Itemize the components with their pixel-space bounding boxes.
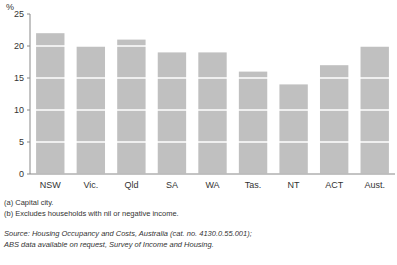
x-tick-label: NSW — [40, 180, 62, 190]
x-tick-label: Qld — [124, 180, 138, 190]
y-tick — [27, 78, 30, 79]
y-axis — [30, 14, 31, 174]
bar — [117, 40, 145, 174]
grid-line — [30, 141, 395, 143]
y-tick-label: 5 — [19, 137, 24, 147]
bar — [320, 65, 348, 174]
y-tick — [27, 142, 30, 143]
y-tick-label: 0 — [19, 169, 24, 179]
bar — [158, 52, 186, 174]
bar — [279, 84, 307, 174]
y-label: % — [6, 2, 14, 12]
grid-line — [30, 45, 395, 47]
y-tick-label: 20 — [14, 41, 24, 51]
source: Source: Housing Occupancy and Costs, Aus… — [4, 229, 252, 238]
x-tick-label: ACT — [325, 180, 344, 190]
chart: % 0 5 10 15 20 25 NSW Vic. Qld SA WA Tas. NT ACT Aust. (… — [0, 0, 397, 265]
x-tick-label: SA — [166, 180, 178, 190]
x-tick-label: NT — [288, 180, 300, 190]
source: ABS data available on request, Survey of… — [3, 240, 214, 249]
y-tick — [27, 14, 30, 15]
x-tick-label: Aust. — [364, 180, 385, 190]
grid-line — [30, 173, 395, 174]
footnote: (a) Capital city. — [4, 198, 53, 207]
y-tick-label: 10 — [14, 105, 24, 115]
bar — [239, 72, 267, 174]
grid-line — [30, 14, 395, 15]
bar — [36, 33, 64, 174]
x-tick-label: Vic. — [83, 180, 98, 190]
x-tick-label: Tas. — [245, 180, 262, 190]
y-tick — [27, 46, 30, 47]
x-tick-label: WA — [205, 180, 219, 190]
y-tick — [27, 174, 30, 175]
grid-line — [30, 109, 395, 111]
y-tick-label: 25 — [14, 9, 24, 19]
x-axis — [30, 174, 395, 175]
footnote: (b) Excludes households with nil or nega… — [4, 209, 179, 218]
y-tick — [27, 110, 30, 111]
y-tick-label: 15 — [14, 73, 24, 83]
bar — [198, 52, 226, 174]
plot — [30, 14, 395, 174]
grid-line — [30, 77, 395, 79]
